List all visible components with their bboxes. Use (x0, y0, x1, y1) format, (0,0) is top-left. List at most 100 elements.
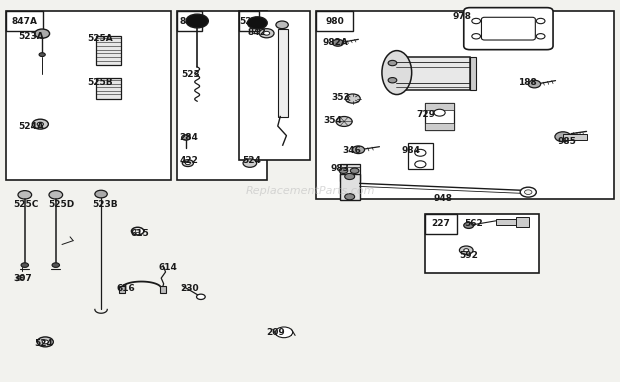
Bar (340, 164, 360, 181)
Circle shape (352, 146, 365, 154)
Circle shape (185, 162, 190, 165)
Text: 346: 346 (343, 146, 361, 155)
Circle shape (186, 14, 208, 28)
Circle shape (345, 94, 360, 103)
Text: 592: 592 (459, 251, 477, 261)
Text: 525C: 525C (14, 200, 39, 209)
Text: 354: 354 (324, 116, 342, 125)
Text: 525D: 525D (48, 200, 74, 209)
Bar (119, 286, 125, 293)
Bar (425, 123, 454, 130)
Circle shape (42, 340, 48, 344)
Text: 847: 847 (180, 17, 199, 26)
Text: 729: 729 (417, 110, 436, 119)
Circle shape (37, 337, 53, 347)
Text: 227: 227 (432, 219, 450, 228)
Text: 525A: 525A (87, 34, 113, 43)
Circle shape (388, 60, 397, 66)
Text: 209: 209 (267, 328, 285, 337)
Text: 984: 984 (402, 146, 421, 155)
FancyBboxPatch shape (464, 8, 553, 50)
Text: 525: 525 (239, 17, 258, 26)
Bar (340, 174, 360, 200)
Circle shape (345, 194, 355, 200)
Bar (239, 11, 310, 160)
Circle shape (459, 246, 473, 254)
Text: 523B: 523B (92, 200, 117, 209)
Text: 523A: 523A (19, 32, 45, 41)
Bar (177, 11, 267, 180)
Text: 948: 948 (434, 194, 453, 203)
Text: 188: 188 (518, 78, 536, 87)
Bar (177, 11, 202, 31)
Circle shape (247, 17, 267, 29)
Bar (6, 11, 43, 31)
Bar (425, 103, 454, 110)
Circle shape (264, 31, 270, 35)
Circle shape (525, 190, 532, 194)
Circle shape (555, 132, 571, 142)
Bar (6, 11, 170, 180)
Bar (316, 11, 614, 199)
Circle shape (259, 29, 274, 38)
Bar (396, 57, 470, 90)
Bar (496, 219, 521, 225)
Circle shape (536, 34, 545, 39)
Circle shape (528, 80, 541, 88)
Circle shape (37, 122, 43, 126)
Circle shape (32, 119, 48, 129)
Circle shape (350, 168, 359, 173)
Bar (425, 214, 457, 234)
Circle shape (434, 109, 445, 116)
Circle shape (21, 263, 29, 267)
Text: 284: 284 (179, 133, 198, 142)
Text: 982A: 982A (322, 37, 348, 47)
Bar (96, 78, 121, 99)
Text: 230: 230 (180, 284, 198, 293)
Text: 562: 562 (464, 219, 482, 228)
Bar (425, 214, 539, 273)
Circle shape (135, 230, 140, 233)
Text: 985: 985 (558, 137, 577, 146)
Circle shape (388, 78, 397, 83)
Text: 524: 524 (34, 339, 53, 348)
FancyBboxPatch shape (482, 17, 535, 40)
Circle shape (49, 191, 63, 199)
Text: 842: 842 (248, 28, 267, 37)
Bar (96, 36, 121, 65)
Bar (470, 57, 476, 90)
Circle shape (197, 294, 205, 299)
Text: 980: 980 (326, 17, 344, 26)
Circle shape (52, 263, 60, 267)
Circle shape (182, 160, 193, 167)
Text: 353: 353 (332, 93, 350, 102)
Circle shape (345, 173, 355, 180)
Text: 616: 616 (117, 284, 135, 293)
Text: 978: 978 (453, 11, 472, 21)
Circle shape (472, 34, 480, 39)
Ellipse shape (382, 50, 412, 94)
Circle shape (275, 327, 293, 338)
Bar (425, 103, 454, 130)
Circle shape (336, 117, 352, 126)
Circle shape (415, 161, 426, 168)
Circle shape (131, 227, 144, 235)
Text: 307: 307 (14, 274, 32, 283)
Bar (278, 29, 288, 117)
Bar (563, 134, 587, 140)
Circle shape (472, 18, 480, 24)
Bar (160, 286, 166, 293)
Circle shape (464, 249, 469, 252)
Text: 422: 422 (179, 156, 198, 165)
Circle shape (536, 18, 545, 24)
Circle shape (182, 135, 190, 140)
Text: ReplacementParts.com: ReplacementParts.com (246, 186, 374, 196)
Circle shape (95, 190, 107, 198)
Text: 524: 524 (242, 156, 260, 165)
Circle shape (415, 149, 426, 156)
Text: 523: 523 (182, 70, 200, 79)
Circle shape (339, 168, 348, 173)
Bar (239, 11, 259, 31)
Circle shape (332, 39, 343, 46)
Circle shape (39, 53, 45, 57)
